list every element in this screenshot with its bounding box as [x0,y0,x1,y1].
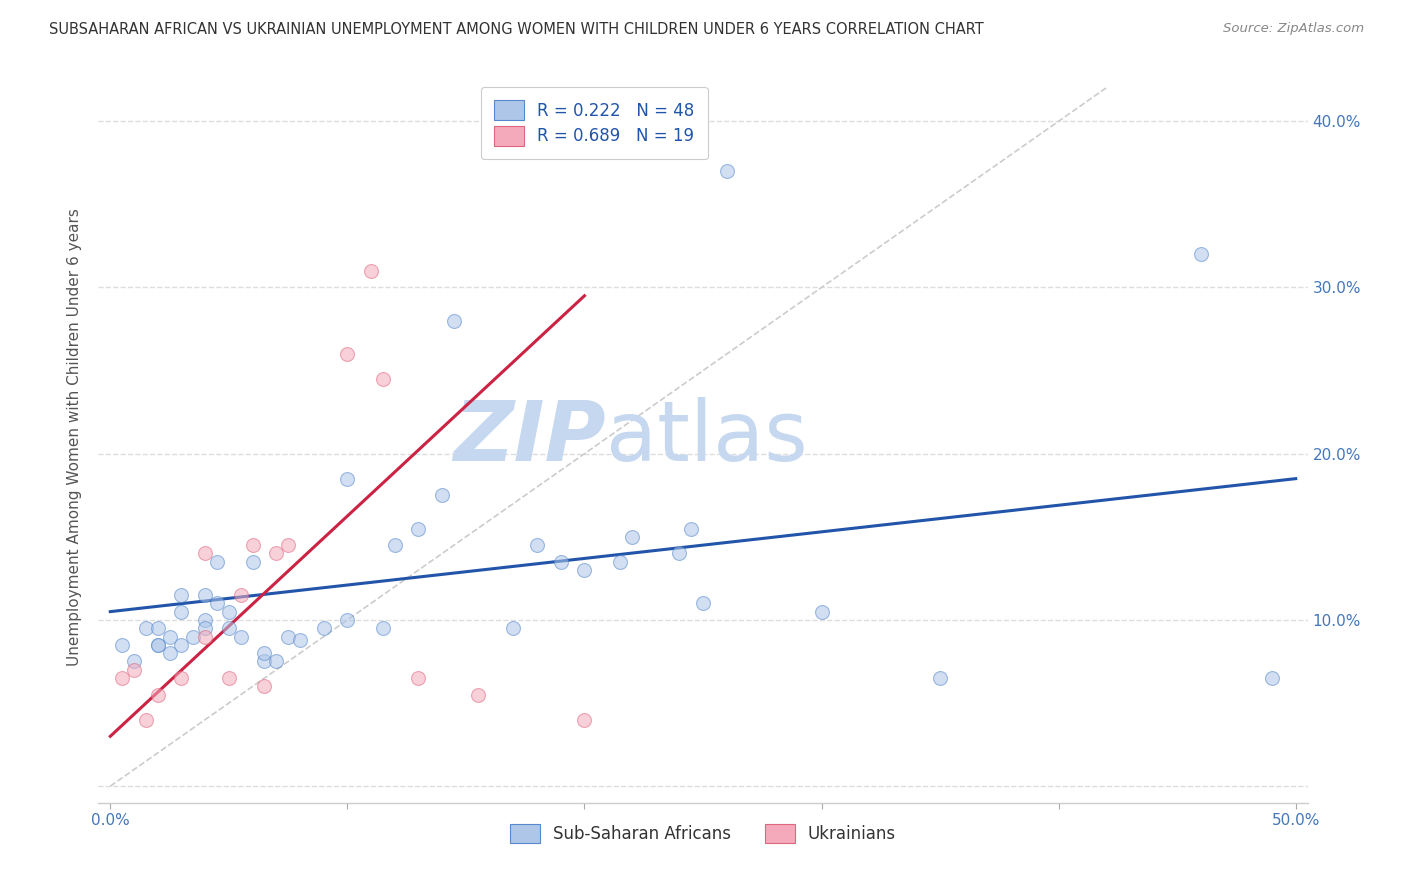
Point [170,588,193,602]
Point [146,688,169,702]
Point [467,688,489,702]
Point [253,646,276,660]
Point [432,488,454,502]
Point [253,680,276,694]
Point [181,630,204,644]
Point [550,555,572,569]
Point [336,347,359,361]
Point [205,596,228,610]
Point [253,655,276,669]
Point [620,530,643,544]
Point [264,655,287,669]
Point [443,314,465,328]
Text: atlas: atlas [606,397,808,477]
Point [574,713,596,727]
Point [264,546,287,560]
Point [229,630,252,644]
Point [146,638,169,652]
Text: ZIP: ZIP [454,397,606,477]
Point [336,472,359,486]
Point [146,638,169,652]
Point [526,538,548,552]
Point [122,663,145,677]
Point [111,671,134,685]
Point [170,605,193,619]
Point [218,605,240,619]
Point [135,713,157,727]
Point [336,613,359,627]
Point [194,630,217,644]
Point [1261,671,1284,685]
Point [716,164,738,178]
Point [242,555,264,569]
Point [384,538,406,552]
Point [218,621,240,635]
Point [135,621,157,635]
Point [170,638,193,652]
Point [371,372,394,386]
Point [277,538,299,552]
Point [574,563,596,577]
Point [810,605,832,619]
Text: SUBSAHARAN AFRICAN VS UKRAINIAN UNEMPLOYMENT AMONG WOMEN WITH CHILDREN UNDER 6 Y: SUBSAHARAN AFRICAN VS UKRAINIAN UNEMPLOY… [49,22,984,37]
Point [408,671,430,685]
Point [681,521,703,535]
Point [1189,247,1212,261]
Point [229,588,252,602]
Point [288,632,311,647]
Legend: Sub-Saharan Africans, Ukrainians: Sub-Saharan Africans, Ukrainians [496,811,910,856]
Point [502,621,524,635]
Point [218,671,240,685]
Point [194,621,217,635]
Point [277,630,299,644]
Point [929,671,952,685]
Point [668,546,690,560]
Point [205,555,228,569]
Point [194,546,217,560]
Point [170,671,193,685]
Point [242,538,264,552]
Point [159,630,181,644]
Point [159,646,181,660]
Point [408,521,430,535]
Point [371,621,394,635]
Point [194,588,217,602]
Point [194,613,217,627]
Point [111,638,134,652]
Point [312,621,335,635]
Point [360,264,382,278]
Point [692,596,714,610]
Text: Source: ZipAtlas.com: Source: ZipAtlas.com [1223,22,1364,36]
Point [609,555,631,569]
Point [122,655,145,669]
Point [146,621,169,635]
Y-axis label: Unemployment Among Women with Children Under 6 years: Unemployment Among Women with Children U… [67,208,83,666]
